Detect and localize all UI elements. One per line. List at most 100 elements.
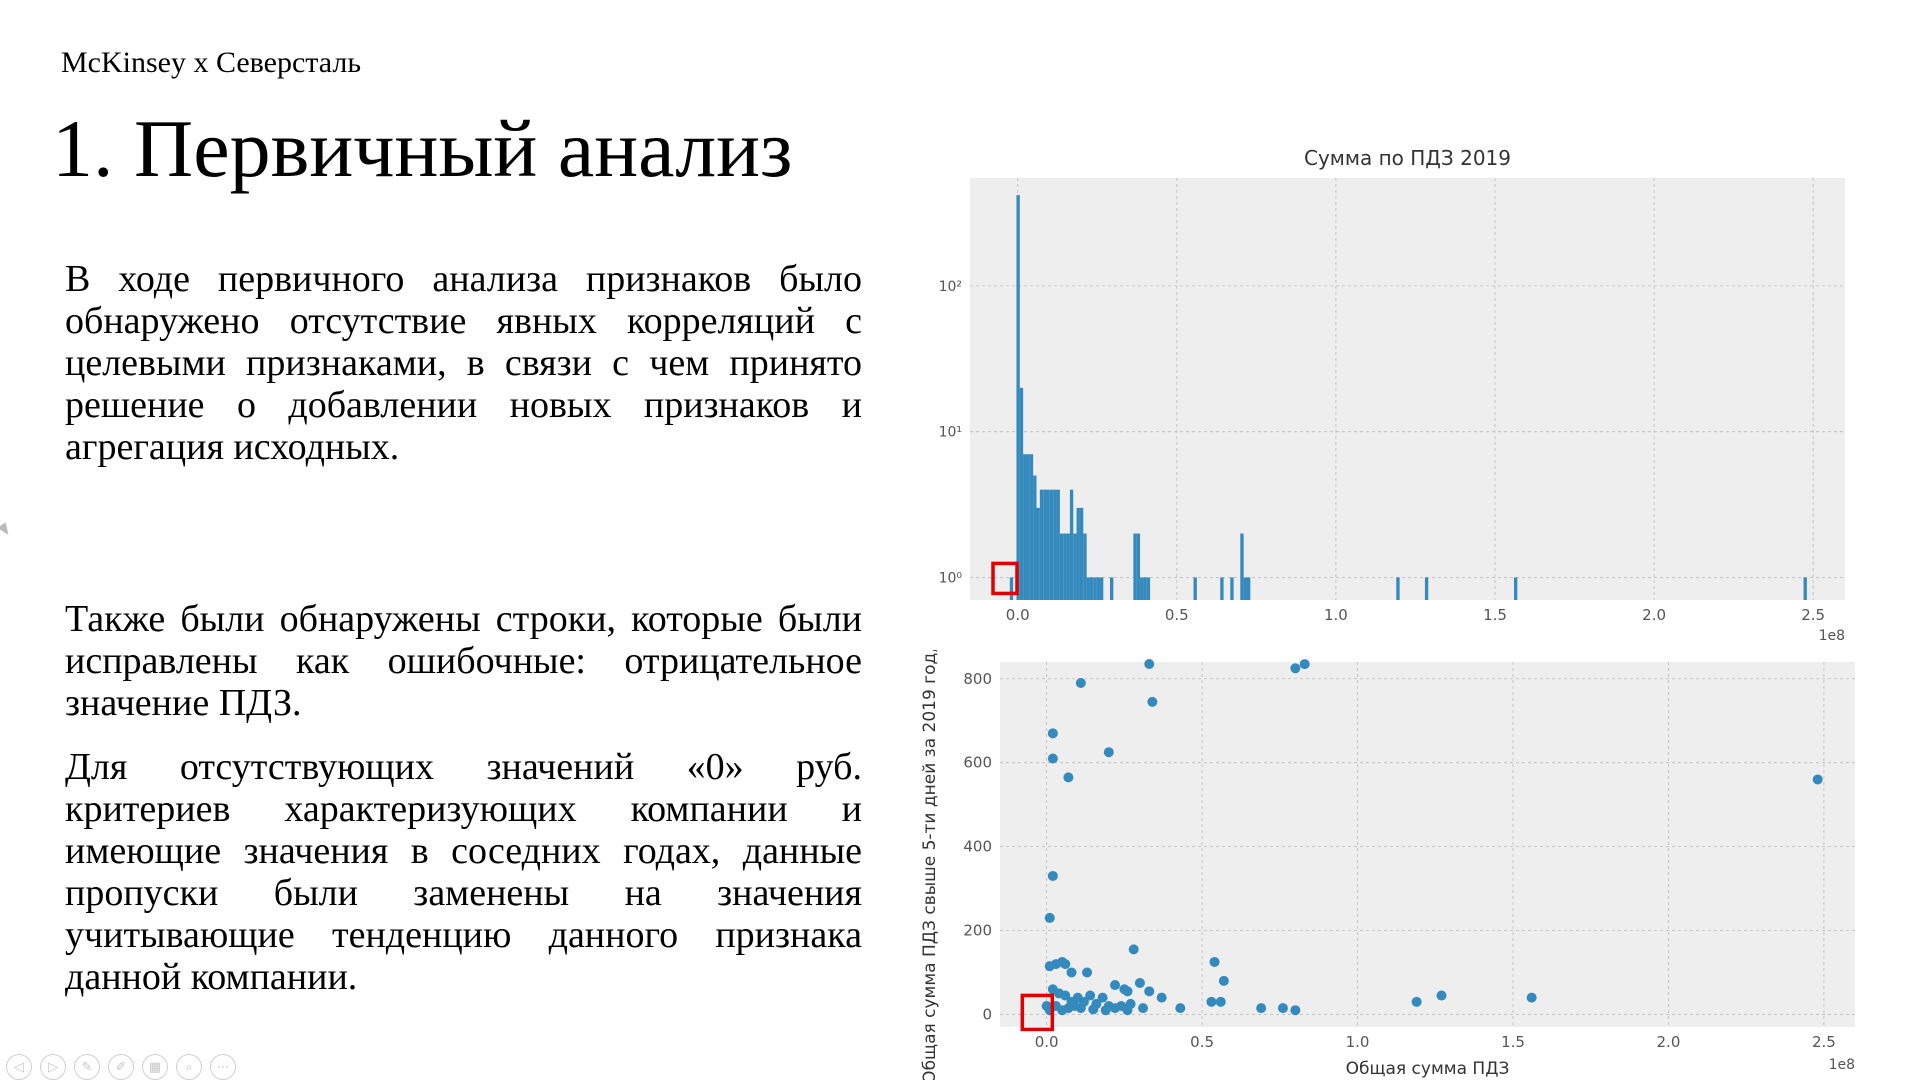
highlight-box [1020, 993, 1055, 1032]
y-tick-label: 10² [939, 279, 962, 295]
histogram-bar [1059, 533, 1064, 600]
pen-icon[interactable]: ✎ [74, 1054, 100, 1080]
scatter-point [1215, 996, 1226, 1007]
scatter-point [1075, 1003, 1086, 1014]
histogram-bar [1110, 577, 1114, 600]
histogram-bar [1096, 577, 1100, 600]
scatter-point [1044, 961, 1055, 972]
slide-title: 1. Первичный анализ [52, 103, 793, 194]
histogram-bar [1076, 507, 1080, 600]
histogram-svg: Сумма по ПДЗ 2019 0.0 0.5 1.0 1.5 2.0 2.5 10⁰ 10… [939, 146, 1845, 644]
histogram-bar [1063, 533, 1067, 600]
paragraph-missing-values: Для отсутствующих значений «0» руб. крит… [65, 746, 862, 998]
histogram-bar [1053, 489, 1057, 600]
histogram-bar [1803, 577, 1807, 600]
x-tick-label: 2.0 [1642, 606, 1666, 624]
scatter-point [1066, 967, 1077, 978]
x-tick-label: 1.0 [1346, 1033, 1370, 1051]
x-tick-label: 2.5 [1812, 1033, 1836, 1051]
y-tick-label: 10¹ [939, 425, 962, 441]
histogram-bar [1033, 475, 1037, 600]
histogram-bar [1246, 577, 1251, 600]
scatter-point [1277, 1003, 1288, 1014]
y-tick-label: 800 [963, 670, 992, 688]
scatter-point [1138, 1003, 1149, 1014]
forward-icon[interactable]: ▷ [40, 1054, 66, 1080]
paragraph-analysis: В ходе первичного анализа признаков было… [65, 258, 862, 468]
scatter-point [1060, 959, 1071, 970]
histogram-bar [1039, 489, 1044, 600]
scatter-point [1436, 990, 1447, 1001]
x-tick-label: 0.0 [1006, 606, 1030, 624]
x-tick-label: 1.5 [1483, 606, 1507, 624]
scatter-point [1088, 1004, 1099, 1015]
histogram-bar [1193, 577, 1197, 600]
scatter-point [1526, 992, 1537, 1003]
histogram-bar [1424, 577, 1429, 600]
edit-icon[interactable]: ✐ [108, 1054, 134, 1080]
scatter-point [1156, 992, 1167, 1003]
x-tick-label: 2.0 [1657, 1033, 1681, 1051]
histogram-bar [1133, 533, 1137, 600]
histogram-bar [1230, 577, 1234, 600]
scatter-point [1122, 986, 1133, 997]
slides-icon[interactable]: ▦ [142, 1054, 168, 1080]
x-offset-label: 1e8 [1829, 1057, 1855, 1073]
back-icon[interactable]: ◁ [6, 1054, 32, 1080]
scatter-point [1206, 996, 1217, 1007]
histogram-bar [1083, 533, 1087, 600]
scatter-point [1047, 870, 1058, 881]
histogram-bar [1079, 507, 1084, 600]
histogram-bar [1136, 533, 1141, 600]
histogram-bar [1016, 195, 1020, 600]
y-tick-label: 200 [963, 922, 992, 940]
histogram-bar [1220, 577, 1224, 600]
paragraph-errors: Также были обнаружены строки, которые бы… [65, 598, 862, 724]
scatter-point [1103, 747, 1114, 758]
scatter-point [1209, 956, 1220, 967]
histogram-bar [1023, 454, 1027, 600]
zoom-icon[interactable]: ⌕ [176, 1054, 202, 1080]
scatter-point [1060, 990, 1071, 1001]
y-tick-label: 400 [963, 838, 992, 856]
x-tick-label: 0.5 [1165, 606, 1189, 624]
mouse-cursor-icon [0, 522, 13, 538]
scatter-point [1110, 980, 1121, 991]
scatter-point [1411, 996, 1422, 1007]
scatter-point [1134, 977, 1145, 988]
histogram-bar [1009, 577, 1014, 600]
brand-caption: McKinsey x Северсталь [61, 46, 361, 79]
histogram-bar [1089, 577, 1094, 600]
scatter-point [1082, 967, 1093, 978]
histogram-bar [1140, 577, 1144, 600]
histogram-bar [1073, 533, 1077, 600]
scatter-point [1144, 986, 1155, 997]
scatter-point [1175, 1003, 1186, 1014]
scatter-point [1122, 1005, 1133, 1016]
scatter-point [1812, 774, 1823, 785]
scatter-chart: 0.0 0.5 1.0 1.5 2.0 2.5 0 200 400 600 800 Общая сум… [900, 605, 1860, 1084]
histogram-bar [1243, 577, 1247, 600]
scatter-point [1147, 696, 1158, 707]
more-icon[interactable]: ⋯ [210, 1054, 236, 1080]
scatter-point [1218, 975, 1229, 986]
scatter-point [1290, 1005, 1301, 1016]
histogram-bar [1514, 577, 1518, 600]
scatter-svg: 0.0 0.5 1.0 1.5 2.0 2.5 0 200 400 600 800 Общая сум… [920, 605, 1855, 1084]
x-axis-label: Общая сумма ПДЗ [1346, 1059, 1510, 1079]
x-offset-label: 1e8 [1819, 628, 1845, 644]
histogram-chart: Сумма по ПДЗ 2019 0.0 0.5 1.0 1.5 2.0 2.5 10⁰ 10… [900, 140, 1860, 654]
scatter-point [1256, 1003, 1267, 1014]
y-tick-label: 600 [963, 754, 992, 772]
x-tick-label: 0.0 [1035, 1033, 1059, 1051]
scatter-point [1299, 659, 1310, 670]
scatter-point [1290, 663, 1301, 674]
plot-area [970, 178, 1845, 600]
histogram-bar [1036, 507, 1040, 600]
histogram-bar [1066, 533, 1070, 600]
y-tick-label: 10⁰ [939, 570, 963, 586]
histogram-bar [1049, 489, 1054, 600]
scatter-point [1110, 1003, 1121, 1014]
x-tick-label: 0.5 [1190, 1033, 1214, 1051]
x-tick-label: 1.5 [1501, 1033, 1525, 1051]
